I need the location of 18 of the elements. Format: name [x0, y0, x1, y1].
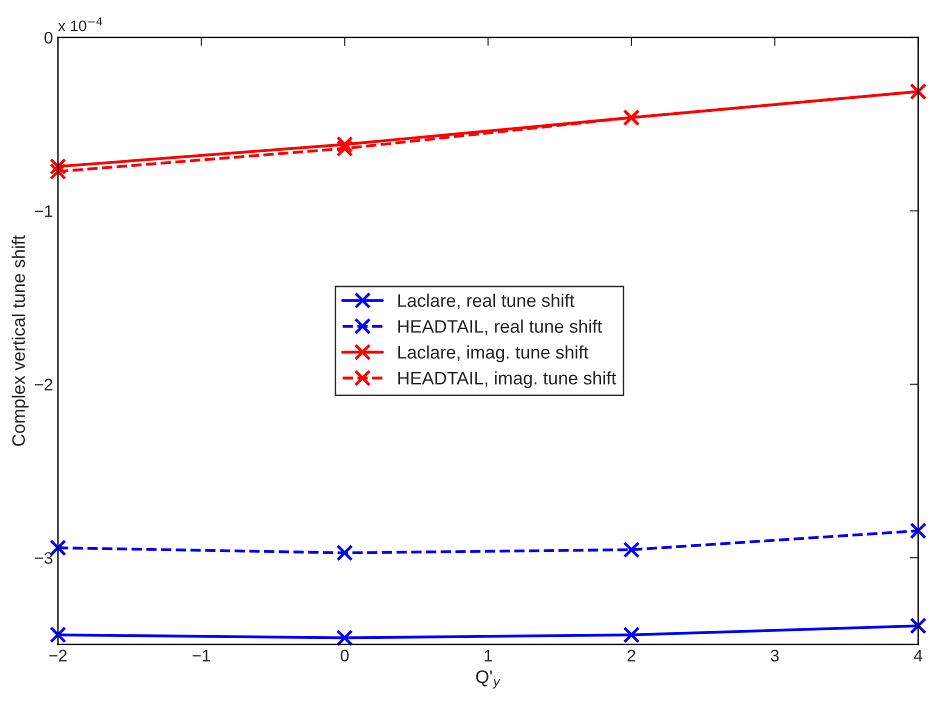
x-tick-label: 2 — [628, 650, 636, 662]
y-tick-label: −1 — [34, 205, 52, 217]
y-axis-title: Complex vertical tune shift — [12, 235, 29, 446]
text: x 10$^{−4}$ — [58, 17, 102, 32]
y-tick-label: −3 — [34, 552, 52, 564]
x-axis-title: Q'$_{y}$ — [476, 670, 501, 689]
legend-label: Laclare, imag. tune shift — [398, 345, 588, 362]
legend-label: Laclare, real tune shift — [398, 294, 574, 310]
x-tick-label: 3 — [770, 650, 779, 662]
legend-label: HEADTAIL, imag. tune shift — [398, 371, 616, 388]
x-tick-label: −2 — [49, 650, 67, 662]
x-tick-label: −1 — [192, 650, 210, 662]
x-tick-label: 4 — [914, 650, 922, 662]
y-tick-label: −2 — [34, 378, 52, 390]
x-tick-label: 1 — [484, 650, 492, 662]
y-tick-label: 0 — [44, 32, 52, 44]
x-tick-label: 0 — [340, 650, 349, 662]
legend-label: HEADTAIL, real tune shift — [398, 320, 602, 335]
